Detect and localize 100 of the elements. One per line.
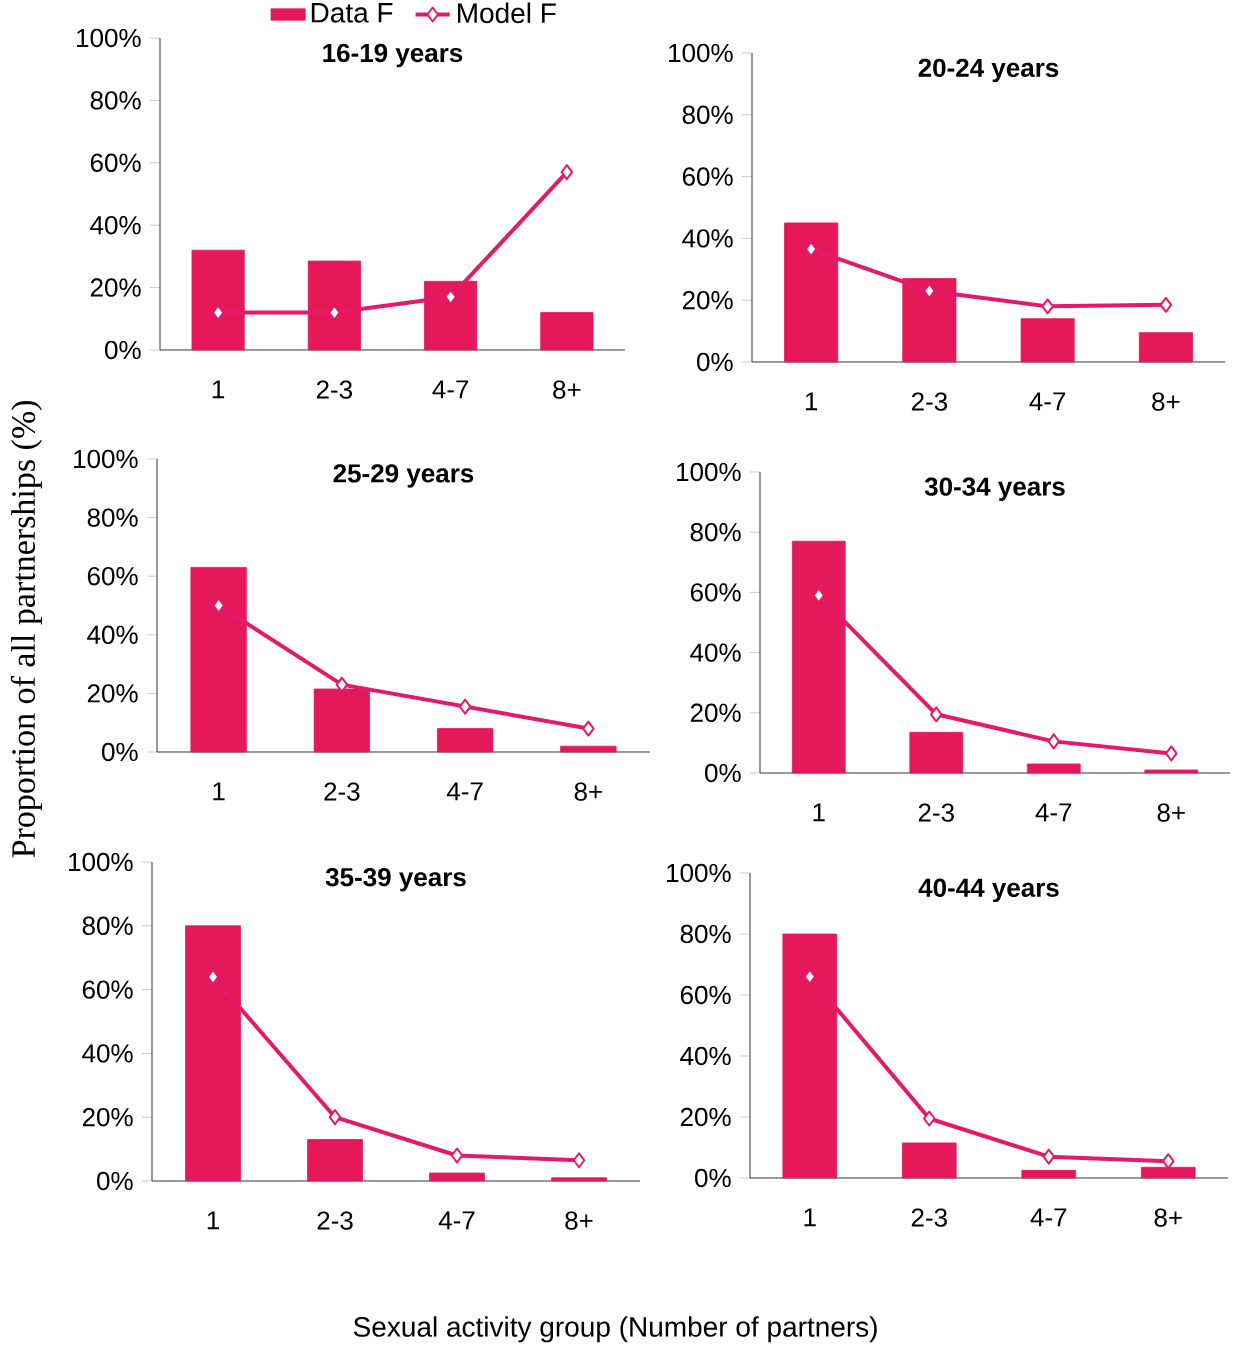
y-tick-label: 40%: [680, 1046, 731, 1066]
y-tick-label: 60%: [680, 985, 731, 1005]
x-tick-label: 8+: [565, 1211, 593, 1230]
y-tick-label: 0%: [697, 352, 733, 372]
x-tick-label: 1: [213, 782, 225, 801]
bar: [307, 260, 361, 351]
y-tick-label: 20%: [82, 1107, 133, 1127]
x-tick-label: 4-7: [432, 380, 469, 399]
bar: [1144, 769, 1199, 774]
point: [812, 587, 826, 604]
y-tick-label: 0%: [97, 1171, 133, 1191]
y-tick-label: 80%: [690, 522, 741, 542]
bar: [1140, 1166, 1196, 1179]
y-tick-label: 40%: [90, 215, 141, 235]
x-tick-label: 2-3: [911, 392, 948, 411]
x-tick-label: 1: [207, 1211, 219, 1230]
y-tick-label: 60%: [82, 980, 133, 999]
bar: [1026, 763, 1081, 774]
chart-title: 25-29 years: [333, 464, 474, 488]
x-tick-label: 4-7: [1029, 392, 1066, 411]
bar: [901, 1142, 957, 1179]
bar: [1138, 332, 1193, 363]
y-tick-label: 60%: [690, 583, 741, 602]
bar: [424, 280, 478, 351]
x-tick-label: 8+: [1152, 392, 1180, 411]
point: [1165, 745, 1178, 762]
x-axis-title: Sexual activity group (Number of partners): [353, 1316, 877, 1343]
point: [335, 676, 349, 693]
x-tick-label: 1: [804, 1208, 816, 1227]
chart-title: 16-19 years: [323, 43, 463, 68]
y-tick-label: 100%: [669, 43, 733, 63]
point: [1159, 296, 1173, 313]
y-tick-label: 80%: [82, 916, 133, 935]
x-tick-label: 1: [813, 803, 825, 822]
y-tick-label: 40%: [82, 1044, 133, 1063]
y-tick-label: 100%: [77, 28, 141, 48]
point: [804, 241, 818, 258]
y-tick-label: 40%: [690, 643, 741, 662]
bar: [190, 567, 247, 753]
chart-title: 40-44 years: [918, 878, 1059, 903]
y-tick-label: 100%: [74, 449, 138, 469]
x-tick-label: 8+: [574, 782, 602, 801]
x-tick-label: 4-7: [446, 782, 483, 801]
y-tick-label: 0%: [102, 742, 138, 762]
bar: [902, 278, 957, 363]
point: [1162, 1153, 1175, 1170]
y-tick-label: 60%: [87, 566, 138, 586]
y-tick-label: 80%: [90, 91, 141, 110]
x-tick-label: 2-3: [317, 1211, 353, 1230]
bar: [436, 728, 494, 753]
y-tick-label: 0%: [705, 763, 741, 783]
y-axis-title: Proportion of all partnerships (%): [10, 400, 42, 858]
x-tick-label: 2-3: [918, 803, 954, 822]
y-tick-label: 100%: [69, 852, 133, 872]
point: [1042, 1148, 1056, 1165]
point: [930, 706, 943, 723]
bar: [909, 731, 964, 774]
point: [211, 304, 225, 321]
x-tick-label: 2-3: [316, 380, 353, 399]
point: [212, 597, 225, 614]
bar: [307, 1139, 363, 1182]
point: [444, 288, 457, 305]
y-tick-label: 80%: [682, 105, 733, 124]
x-tick-label: 8+: [1157, 803, 1185, 822]
bar: [782, 933, 838, 1179]
point: [923, 282, 936, 299]
bar: [560, 745, 617, 753]
y-tick-label: 80%: [87, 508, 138, 527]
bar: [1021, 1169, 1077, 1179]
point: [328, 304, 341, 321]
bar: [791, 540, 846, 774]
x-tick-label: 8+: [1154, 1208, 1182, 1227]
point: [560, 164, 574, 181]
x-tick-label: 2-3: [324, 782, 360, 801]
y-tick-label: 40%: [682, 229, 733, 248]
x-tick-label: 1: [212, 380, 225, 399]
bar: [784, 222, 839, 363]
point: [803, 968, 817, 985]
y-tick-label: 40%: [87, 625, 138, 644]
y-tick-label: 100%: [677, 462, 741, 482]
point: [923, 1110, 936, 1127]
bar: [551, 1177, 607, 1182]
y-tick-label: 60%: [682, 167, 733, 186]
bar: [540, 312, 594, 351]
point: [206, 968, 220, 985]
chart-title: 20-24 years: [918, 58, 1059, 83]
x-tick-label: 4-7: [1035, 803, 1072, 822]
bar: [1020, 318, 1075, 363]
legend-label: Model F: [458, 2, 556, 24]
y-tick-label: 20%: [690, 703, 741, 722]
chart-title: 30-34 years: [924, 477, 1065, 501]
point: [572, 1152, 586, 1169]
bar: [191, 249, 245, 351]
point: [458, 698, 472, 715]
point: [450, 1147, 464, 1164]
point: [328, 1109, 342, 1126]
x-tick-label: 4-7: [438, 1211, 475, 1230]
y-tick-label: 20%: [90, 278, 141, 297]
bar: [429, 1172, 485, 1182]
y-tick-label: 100%: [667, 863, 731, 883]
